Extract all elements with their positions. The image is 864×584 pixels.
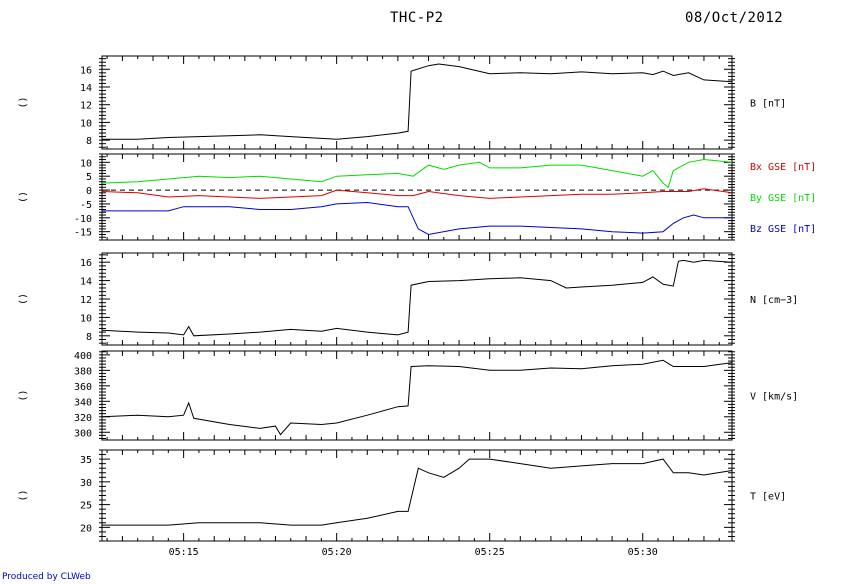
series-line-N-0	[101, 259, 733, 337]
series-line-V-0	[101, 359, 733, 436]
y-tick-label: 400	[74, 351, 92, 362]
y-tick-label: 30	[80, 478, 92, 489]
series-label: By GSE [nT]	[750, 193, 816, 204]
y-tick-label: 360	[74, 382, 92, 393]
x-tick-label: 05:15	[169, 547, 199, 558]
y-tick-label: 8	[86, 332, 92, 343]
panel-frame	[101, 153, 733, 241]
y-tick-label: 16	[80, 65, 92, 76]
panel-left-label: ()	[18, 191, 29, 203]
y-tick-label: 20	[80, 523, 92, 534]
x-tick-label: 05:30	[628, 547, 658, 558]
panel-frame	[101, 252, 733, 346]
y-tick-label: 320	[74, 413, 92, 424]
y-tick-label: 25	[80, 501, 92, 512]
y-tick-label: 12	[80, 295, 92, 306]
series-line-B-0	[102, 63, 733, 140]
panel-V: 300 320 340 360 380 400 () V [km/s]	[18, 350, 798, 441]
series-label: Bx GSE [nT]	[750, 162, 816, 173]
series-label: V [km/s]	[750, 392, 798, 403]
x-tick-label: 05:20	[322, 547, 352, 558]
y-tick-label: 300	[74, 428, 92, 439]
y-tick-label: 10	[80, 313, 92, 324]
panel-B: 8 10 12 14 16 () B [nT]	[18, 55, 786, 150]
y-tick-label: 10	[80, 118, 92, 129]
y-tick-label: 340	[74, 397, 92, 408]
series-line-Bxyz-1	[101, 158, 733, 189]
y-tick-label: -15	[74, 228, 92, 239]
panel-Bxyz: 10 5 0 -5 -10 -15 () Bx GSE [nT] By GSE [nT] Bz G…	[18, 153, 816, 241]
y-tick-label: 5	[86, 172, 92, 183]
panel-left-label: ()	[18, 389, 29, 401]
panel-N: 8 10 12 14 16 () N [cm−3]	[18, 252, 798, 346]
y-tick-label: -5	[80, 200, 92, 211]
y-tick-label: 14	[80, 83, 92, 94]
panel-frame	[101, 55, 733, 150]
y-tick-label: 12	[80, 101, 92, 112]
series-line-T-0	[102, 458, 733, 526]
series-label: B [nT]	[750, 99, 786, 110]
plot-date: 08/Oct/2012	[685, 10, 784, 26]
x-tick-label: 05:25	[475, 547, 505, 558]
series-label: Bz GSE [nT]	[750, 224, 816, 235]
y-tick-label: 35	[80, 455, 92, 466]
series-label: T [eV]	[750, 492, 786, 503]
panel-left-label: ()	[18, 293, 29, 305]
series-line-Bxyz-0	[101, 188, 733, 199]
y-tick-label: 16	[80, 258, 92, 269]
y-tick-label: 10	[80, 158, 92, 169]
series-label: N [cm−3]	[750, 295, 798, 306]
plot-title: THC-P2	[390, 10, 444, 26]
panel-left-label: ()	[18, 96, 29, 108]
y-tick-label: -10	[74, 214, 92, 225]
y-tick-label: 8	[86, 136, 92, 147]
panel-T: 20 25 30 35 () T [eV] 05:15 05:20 05:25 05:30	[18, 449, 786, 558]
y-tick-label: 14	[80, 277, 92, 288]
series-line-Bxyz-2	[102, 201, 732, 236]
footer-credit: Produced by CLWeb	[2, 572, 91, 582]
y-tick-label: 380	[74, 366, 92, 377]
panel-left-label: ()	[18, 489, 29, 501]
y-tick-label: 0	[86, 186, 92, 197]
